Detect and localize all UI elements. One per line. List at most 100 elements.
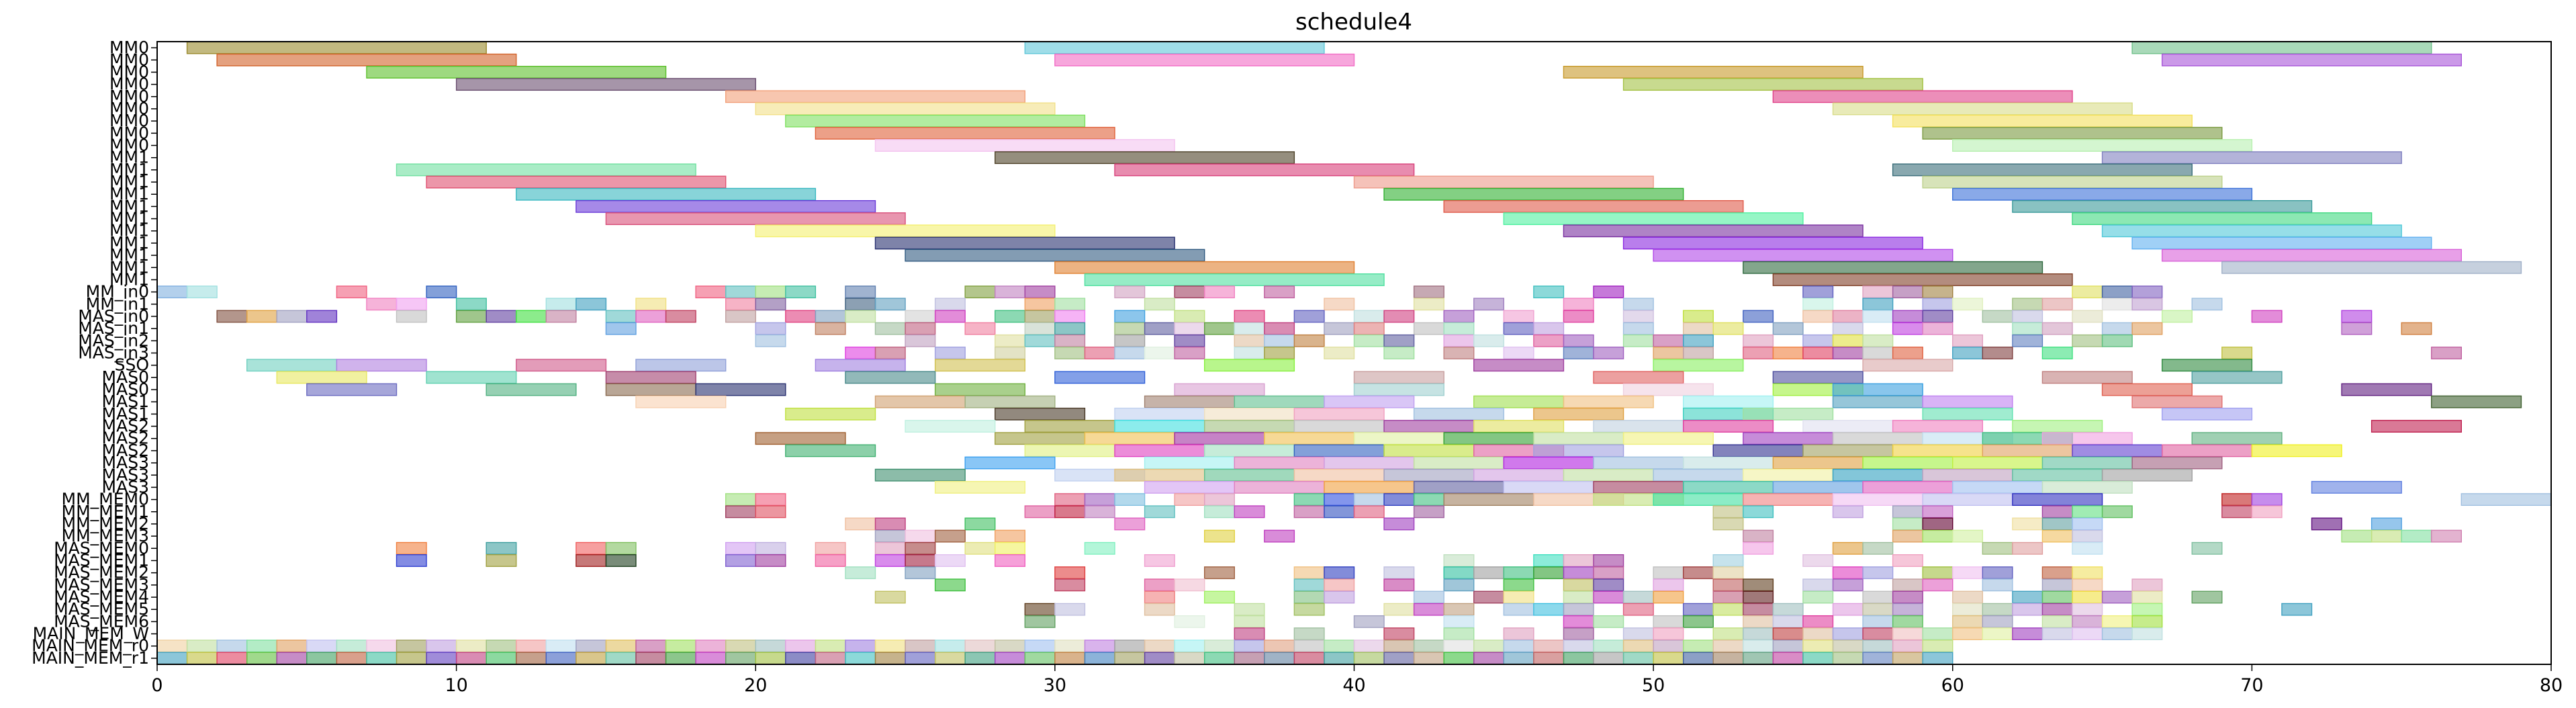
task-bar	[995, 652, 1026, 665]
task-bar	[1234, 639, 1265, 653]
y-tick-label: MAS_MEM3	[54, 575, 149, 594]
task-bar	[1353, 371, 1444, 384]
task-bar	[1563, 66, 1864, 79]
task-bar	[2072, 310, 2103, 323]
task-bar	[1802, 639, 1834, 653]
task-bar	[2101, 298, 2133, 311]
task-bar	[1743, 529, 1774, 543]
bars-layer	[156, 41, 2552, 665]
task-bar	[1802, 285, 1834, 299]
task-bar	[785, 407, 876, 421]
task-bar	[995, 407, 1086, 421]
task-bar	[755, 541, 786, 555]
task-bar	[1293, 590, 1325, 604]
task-bar	[1743, 334, 1774, 347]
task-bar	[1383, 627, 1415, 640]
y-tick-label: MM0	[109, 87, 149, 106]
task-bar	[1114, 652, 1146, 665]
task-bar	[1922, 517, 1953, 531]
task-bar	[2101, 505, 2133, 519]
task-bar	[1743, 603, 1774, 616]
y-tick-label: MM1	[109, 245, 149, 265]
task-bar	[1114, 468, 1205, 482]
task-bar	[1832, 395, 1923, 408]
task-bar	[2191, 541, 2223, 555]
task-bar	[1324, 395, 1415, 408]
task-bar	[1174, 347, 1205, 359]
task-bar	[1413, 285, 1444, 299]
task-bar	[2072, 615, 2103, 628]
task-bar	[1264, 529, 1295, 543]
task-bar	[1114, 420, 1205, 433]
task-bar	[1622, 590, 1654, 604]
task-bar	[755, 432, 846, 445]
task-bar	[1203, 444, 1295, 457]
task-bar	[2101, 151, 2402, 165]
task-bar	[1922, 298, 1953, 311]
task-bar	[1563, 578, 1594, 592]
task-bar	[1653, 347, 1684, 359]
task-bar	[1324, 493, 1355, 506]
task-bar	[1054, 310, 1086, 323]
task-bar	[1114, 444, 1205, 457]
task-bar	[1144, 603, 1175, 616]
task-bar	[1203, 420, 1295, 433]
task-bar	[1802, 578, 1834, 592]
task-bar	[1353, 639, 1385, 653]
task-bar	[2012, 322, 2043, 335]
task-bar	[1353, 505, 1385, 519]
task-bar	[1413, 481, 1505, 494]
task-bar	[1264, 652, 1295, 665]
task-bar	[2041, 517, 2073, 531]
task-bar	[2341, 383, 2432, 396]
task-bar	[1952, 603, 1984, 616]
task-bar	[605, 541, 637, 555]
task-bar	[545, 652, 577, 665]
task-bar	[2072, 505, 2103, 519]
task-bar	[1443, 566, 1475, 580]
task-bar	[1743, 505, 1774, 519]
task-bar	[2161, 359, 2253, 372]
task-bar	[1383, 566, 1415, 580]
task-bar	[246, 359, 338, 372]
y-tick-label: MM0	[109, 136, 149, 155]
task-bar	[1203, 359, 1295, 372]
task-bar	[2251, 493, 2283, 506]
task-bar	[1054, 371, 1146, 384]
task-bar	[1533, 322, 1565, 335]
task-bar	[1024, 603, 1056, 616]
y-tick-label: MM0	[109, 99, 149, 118]
task-bar	[874, 468, 966, 482]
task-bar	[1234, 347, 1265, 359]
task-bar	[2072, 444, 2163, 457]
task-bar	[725, 541, 756, 555]
task-bar	[2041, 566, 2073, 580]
task-bar	[1563, 334, 1594, 347]
task-bar	[1293, 310, 1325, 323]
task-bar	[1443, 432, 1534, 445]
task-bar	[1174, 652, 1205, 665]
task-bar	[1503, 212, 1804, 225]
task-bar	[1084, 541, 1115, 555]
task-bar	[1862, 615, 1894, 628]
task-bar	[845, 566, 876, 580]
task-bar	[366, 66, 667, 79]
task-bar	[934, 578, 966, 592]
task-bar	[1503, 456, 1594, 470]
task-bar	[605, 212, 906, 225]
task-bar	[1234, 334, 1265, 347]
task-bar	[1324, 578, 1355, 592]
task-bar	[1593, 566, 1624, 580]
task-bar	[1024, 505, 1056, 519]
task-bar	[1503, 578, 1534, 592]
task-bar	[1144, 639, 1175, 653]
task-bar	[156, 285, 188, 299]
task-bar	[1114, 639, 1146, 653]
task-bar	[1234, 603, 1265, 616]
task-bar	[874, 541, 906, 555]
task-bar	[1622, 322, 1654, 335]
task-bar	[874, 322, 906, 335]
task-bar	[1054, 578, 1086, 592]
task-bar	[1862, 652, 1894, 665]
task-bar	[1622, 639, 1654, 653]
